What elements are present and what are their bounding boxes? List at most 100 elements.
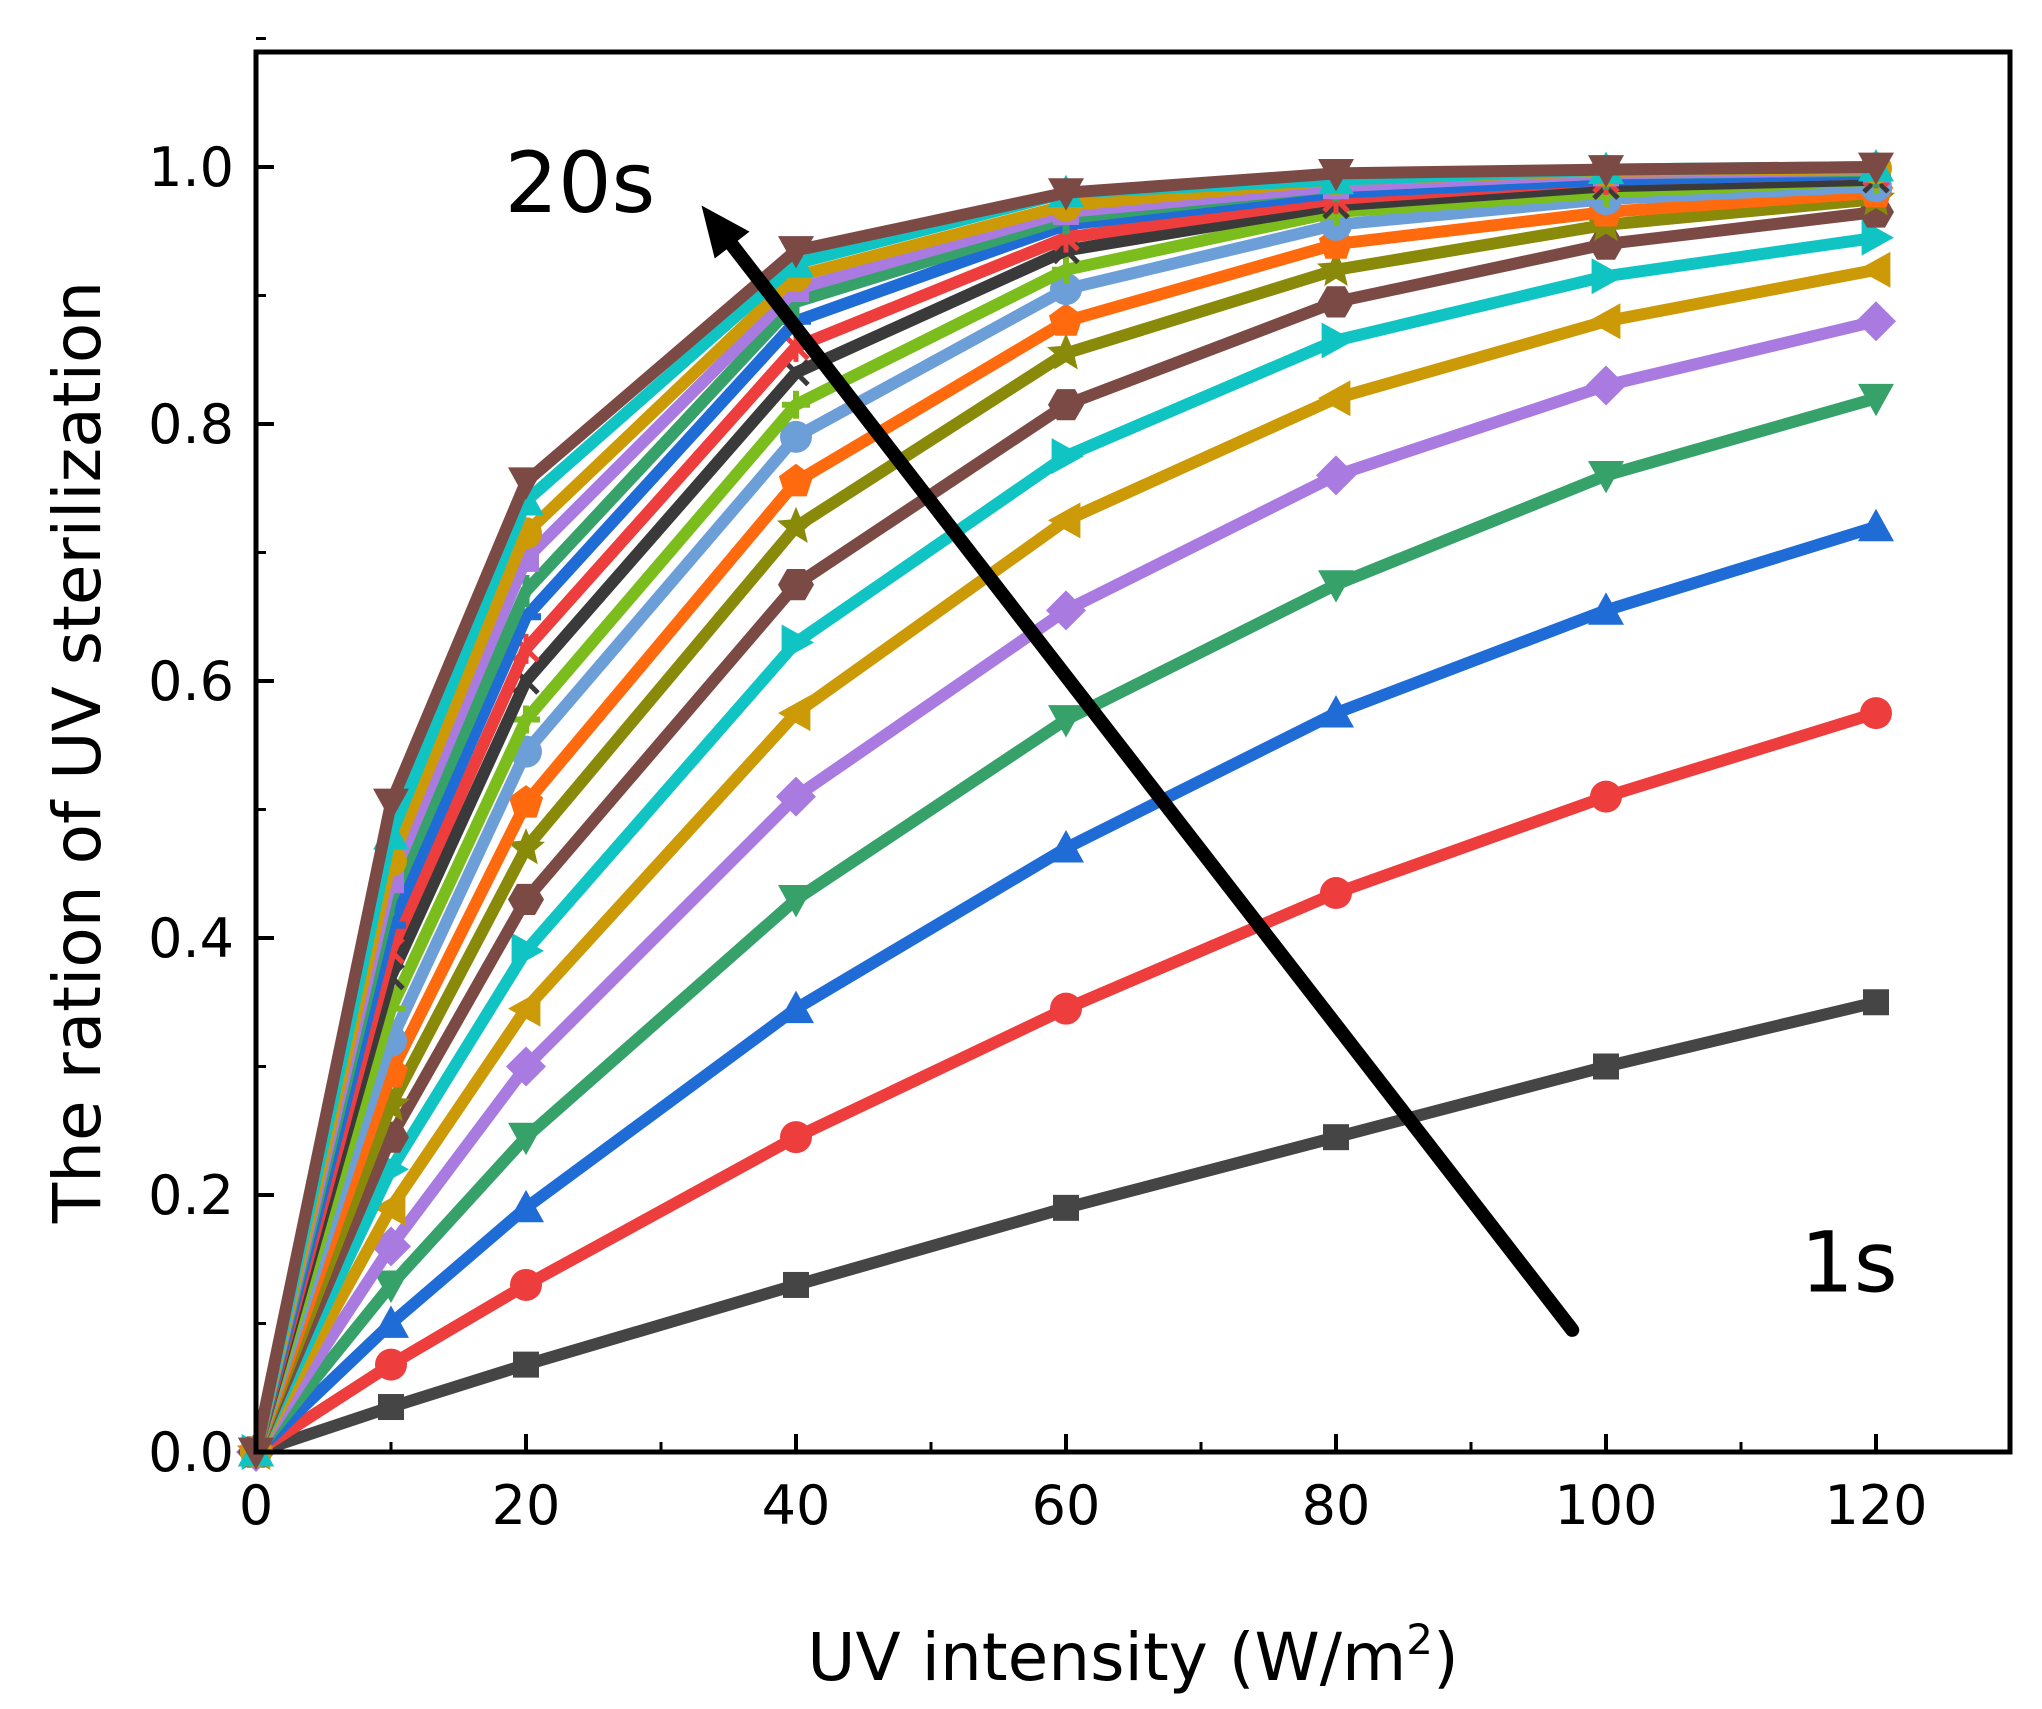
series-line bbox=[250, 180, 1882, 1458]
x-tick-label: 100 bbox=[1554, 1474, 1657, 1537]
data-point bbox=[1858, 508, 1894, 542]
data-point bbox=[1050, 992, 1082, 1025]
data-point bbox=[1050, 273, 1082, 306]
data-point bbox=[1860, 697, 1892, 730]
data-point bbox=[1591, 258, 1624, 295]
data-point bbox=[782, 390, 810, 419]
data-point bbox=[1590, 780, 1622, 813]
y-axis-ticks: 0.0 0.2 0.4 0.6 0.8 1.0 bbox=[148, 37, 274, 1484]
series-20s bbox=[238, 152, 1894, 1470]
annotation-layer: 20s 1s bbox=[505, 134, 1898, 1311]
y-tick-label: 0.2 bbox=[148, 1164, 234, 1227]
data-point bbox=[1323, 1124, 1349, 1151]
x-tick-label: 80 bbox=[1302, 1474, 1371, 1537]
x-axis-title-main: UV intensity (W/m bbox=[807, 1619, 1406, 1696]
annotation-label: 20s bbox=[505, 134, 656, 232]
data-point bbox=[1318, 570, 1354, 603]
data-point bbox=[1863, 989, 1889, 1016]
data-point bbox=[1048, 705, 1084, 738]
x-tick-label: 120 bbox=[1824, 1474, 1927, 1537]
data-point bbox=[1861, 219, 1894, 256]
data-point bbox=[508, 467, 544, 500]
data-point bbox=[1048, 830, 1084, 863]
data-point bbox=[1588, 155, 1624, 188]
data-point bbox=[778, 463, 814, 497]
series-line bbox=[250, 315, 1882, 1458]
data-point bbox=[1586, 365, 1626, 406]
series-line bbox=[250, 173, 1882, 1458]
x-axis-title-superscript: 2 bbox=[1406, 1615, 1433, 1664]
x-axis-title: UV intensity (W/m2) bbox=[807, 1615, 1459, 1696]
x-axis-title-end: ) bbox=[1433, 1619, 1459, 1696]
x-tick-label: 20 bbox=[492, 1474, 561, 1537]
data-point bbox=[1318, 159, 1354, 192]
x-axis-ticks: 0 20 40 60 80 100 120 bbox=[239, 1434, 1928, 1537]
data-point bbox=[373, 1189, 406, 1226]
data-point bbox=[1047, 333, 1085, 370]
series-line bbox=[250, 186, 1882, 1458]
data-point bbox=[1858, 251, 1891, 288]
plot-frame bbox=[253, 49, 2013, 1455]
data-point bbox=[1318, 380, 1351, 417]
data-point bbox=[1051, 438, 1084, 475]
series-4s bbox=[238, 383, 1894, 1470]
data-point bbox=[508, 883, 544, 915]
data-point bbox=[1053, 1194, 1079, 1221]
data-point bbox=[780, 420, 812, 453]
data-point bbox=[781, 624, 814, 661]
series-3s bbox=[238, 508, 1894, 1467]
y-tick-label: 0.0 bbox=[148, 1421, 234, 1484]
series-line bbox=[250, 263, 1882, 1458]
data-point bbox=[1048, 502, 1081, 539]
y-tick-label: 0.8 bbox=[148, 393, 234, 456]
data-point bbox=[511, 932, 544, 969]
data-point bbox=[506, 1046, 546, 1087]
data-point bbox=[373, 1270, 409, 1303]
data-point bbox=[1052, 255, 1080, 284]
data-point bbox=[1048, 303, 1084, 336]
data-point bbox=[510, 1268, 542, 1301]
series-line bbox=[250, 167, 1882, 1458]
data-point bbox=[1320, 877, 1352, 910]
arrow-head bbox=[701, 205, 750, 259]
series-line bbox=[250, 161, 1882, 1458]
data-point bbox=[778, 569, 814, 601]
data-point bbox=[512, 705, 540, 734]
data-point bbox=[778, 990, 814, 1024]
series-line bbox=[250, 392, 1882, 1458]
data-point bbox=[776, 776, 816, 817]
data-point bbox=[1316, 455, 1356, 496]
y-tick-label: 1.0 bbox=[148, 136, 234, 199]
data-point bbox=[1588, 303, 1621, 340]
data-point bbox=[508, 1189, 544, 1223]
x-tick-label: 0 bbox=[239, 1474, 273, 1537]
data-point bbox=[1858, 152, 1894, 185]
series-line bbox=[250, 173, 1882, 1458]
data-point bbox=[778, 695, 811, 732]
data-point bbox=[508, 1122, 544, 1156]
data-point bbox=[1317, 249, 1355, 286]
data-point bbox=[373, 788, 409, 822]
x-tick-label: 40 bbox=[762, 1474, 831, 1537]
data-point bbox=[1318, 695, 1354, 728]
data-point bbox=[1321, 322, 1354, 359]
series-7s bbox=[241, 219, 1894, 1470]
data-point bbox=[373, 1305, 409, 1338]
data-point bbox=[1588, 592, 1624, 625]
data-point bbox=[513, 1351, 539, 1378]
x-tick-label: 60 bbox=[1032, 1474, 1101, 1537]
series-layer bbox=[236, 149, 1896, 1472]
series-5s bbox=[236, 301, 1896, 1472]
data-point bbox=[780, 1121, 812, 1154]
arrow-layer bbox=[701, 205, 1580, 1337]
data-point bbox=[1588, 461, 1624, 494]
data-point bbox=[1046, 590, 1086, 631]
series-line bbox=[250, 520, 1882, 1458]
arrow-shaft bbox=[725, 238, 1580, 1337]
y-tick-label: 0.6 bbox=[148, 650, 234, 713]
annotation-label: 1s bbox=[1800, 1213, 1897, 1311]
data-point bbox=[778, 885, 814, 918]
data-point bbox=[1318, 286, 1354, 318]
y-axis-title: The ration of UV sterilization bbox=[39, 281, 116, 1224]
